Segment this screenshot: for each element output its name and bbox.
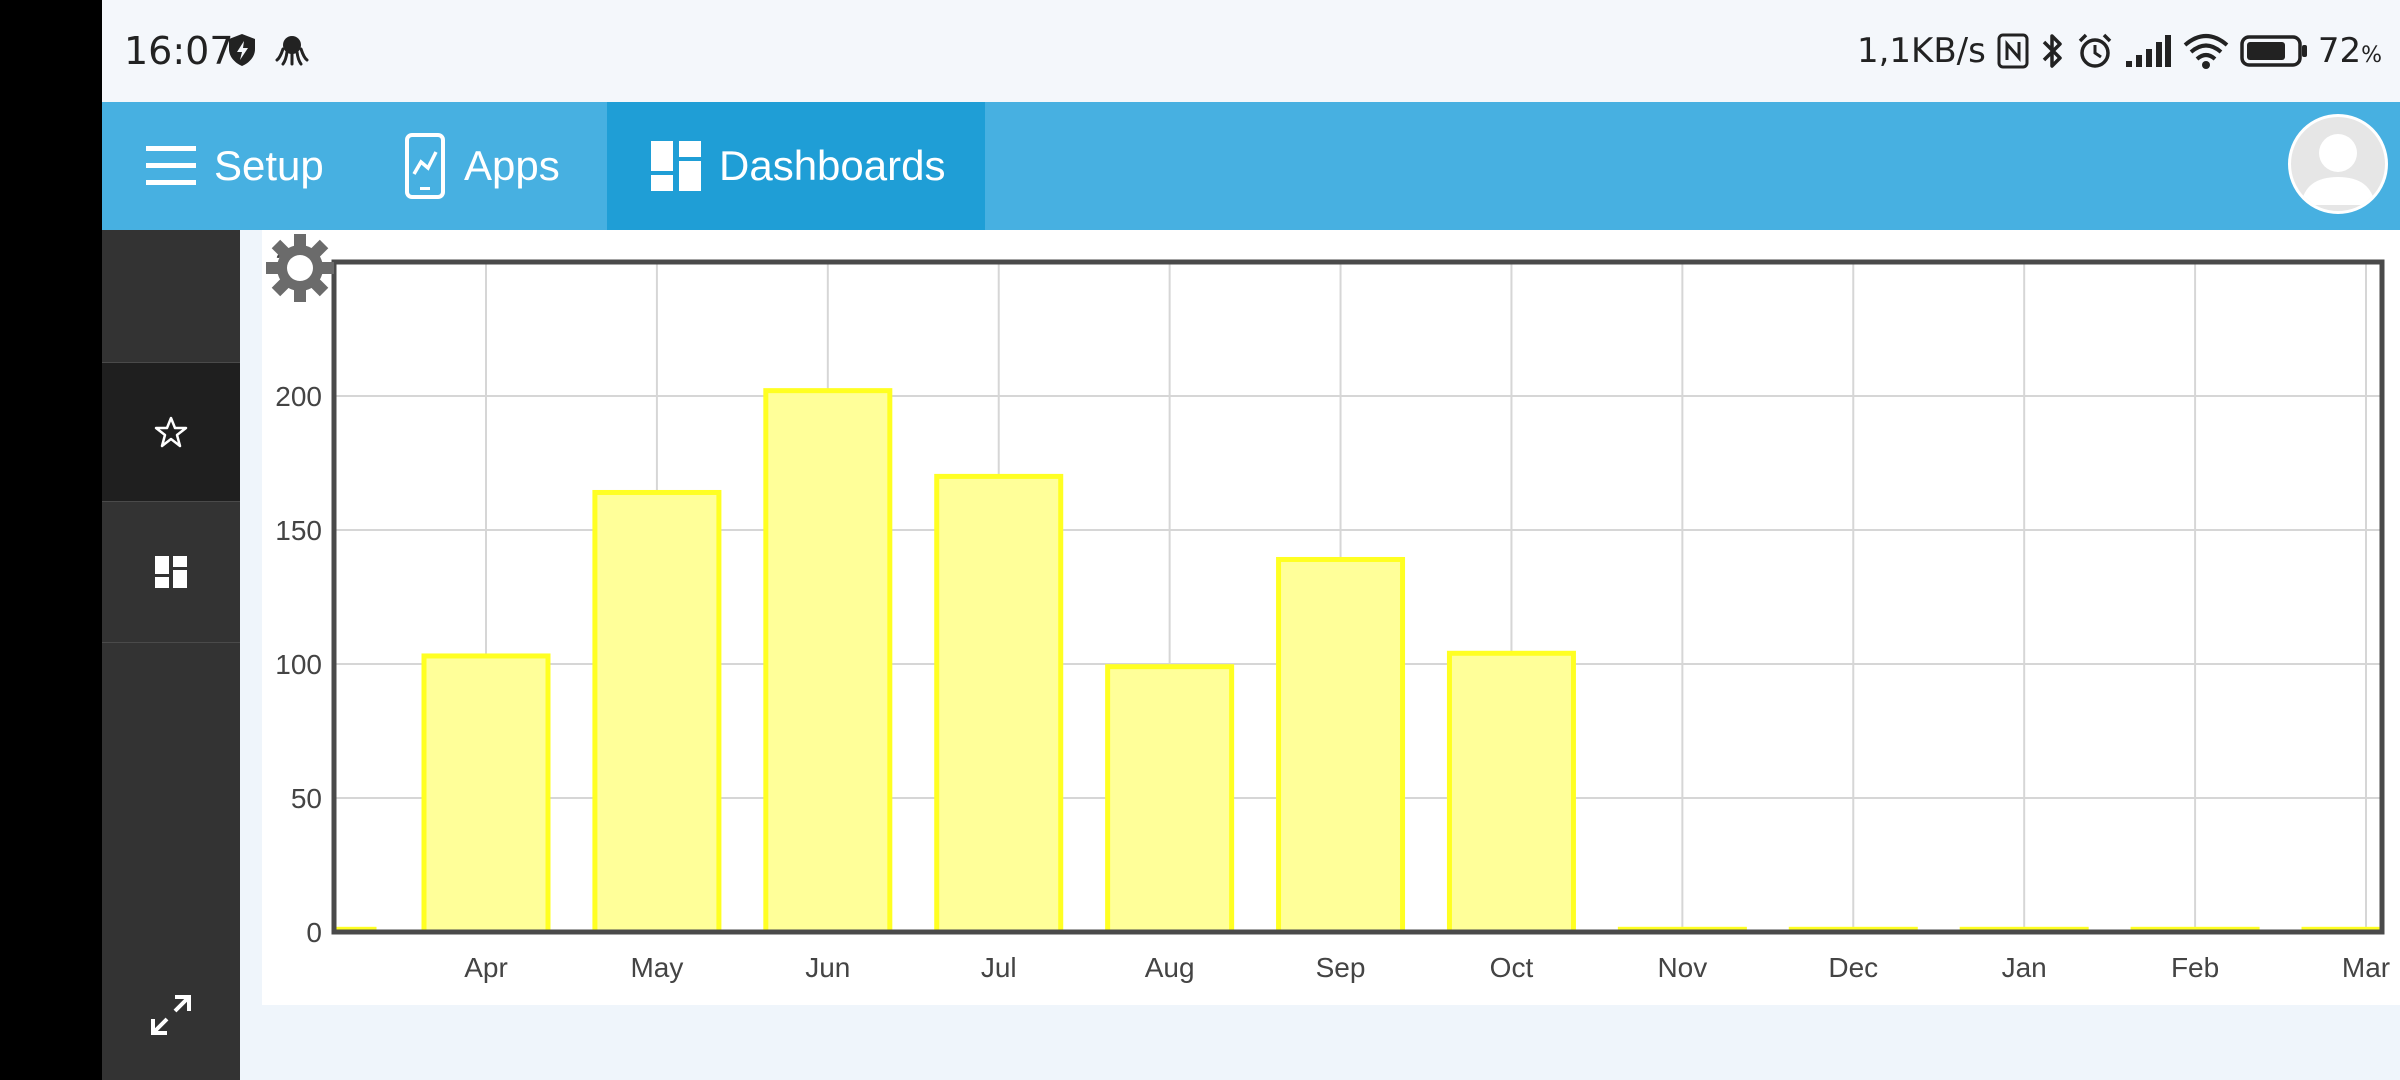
sidebar-item-dashboards[interactable]: [102, 502, 240, 643]
battery-percent: 72%: [2318, 31, 2382, 71]
battery-percent-value: 72: [2317, 31, 2362, 71]
dashboard-small-icon: [155, 556, 187, 588]
y-tick-label: 0: [306, 917, 322, 948]
bar: [763, 388, 893, 935]
x-tick-label: Feb: [2171, 952, 2219, 983]
sidebar-item-blank[interactable]: [102, 230, 240, 363]
nav-apps[interactable]: Apps: [404, 102, 560, 230]
bar: [1446, 650, 1576, 935]
bar: [592, 489, 722, 935]
user-avatar[interactable]: [2288, 114, 2388, 214]
nfc-icon: [1997, 33, 2029, 69]
x-tick-label: Apr: [464, 952, 508, 983]
nav-setup[interactable]: Setup: [146, 102, 324, 230]
expand-icon: [151, 995, 191, 1035]
x-tick-label: Sep: [1316, 952, 1366, 983]
battery-icon: [2240, 35, 2307, 67]
bar: [1105, 664, 1235, 935]
nav-setup-label: Setup: [214, 142, 324, 189]
sidebar-expand[interactable]: [102, 975, 240, 1055]
bluetooth-icon: [2042, 34, 2062, 68]
y-tick-label: 150: [275, 515, 322, 546]
bar: [1276, 556, 1406, 935]
user-icon: [2301, 134, 2375, 205]
y-tick-label: 200: [275, 381, 322, 412]
bar: [934, 473, 1064, 935]
chart-panel: 050100150200250AprMayJunJulAugSepOctNovD…: [262, 230, 2400, 1005]
x-tick-label: Jul: [981, 952, 1017, 983]
app-screen: 16:07 1,1KB/s: [102, 0, 2400, 1080]
phone-chart-icon: [405, 133, 445, 199]
top-navigation: Setup Apps Dashboards: [102, 102, 2400, 230]
y-tick-label: 100: [275, 649, 322, 680]
plot-frame: [331, 259, 2385, 935]
gear-icon[interactable]: [262, 230, 338, 306]
x-tick-label: Oct: [1490, 952, 1534, 983]
x-tick-label: Dec: [1828, 952, 1878, 983]
battery-percent-unit: %: [2361, 43, 2382, 68]
dashboard-icon: [651, 141, 701, 191]
sidebar: [102, 230, 240, 1080]
x-tick-label: Jan: [2002, 952, 2047, 983]
nav-apps-label: Apps: [464, 142, 560, 189]
alarm-icon: [2078, 33, 2112, 68]
octopus-icon: [275, 36, 309, 66]
status-time: 16:07: [124, 29, 234, 73]
nav-dashboards-label: Dashboards: [719, 142, 946, 189]
network-speed: 1,1KB/s: [1856, 31, 1986, 71]
x-tick-label: May: [630, 952, 683, 983]
wifi-icon: [2183, 34, 2229, 69]
status-bar: 16:07 1,1KB/s: [102, 0, 2400, 102]
x-tick-label: Aug: [1145, 952, 1195, 983]
x-tick-label: Mar: [2342, 952, 2390, 983]
bar: [421, 653, 551, 935]
shield-bolt-icon: [229, 34, 255, 66]
nav-dashboards[interactable]: Dashboards: [607, 102, 985, 230]
x-tick-label: Jun: [805, 952, 850, 983]
status-indicators: 1,1KB/s: [1857, 28, 2382, 74]
bar-chart: 050100150200250AprMayJunJulAugSepOctNovD…: [275, 247, 2390, 983]
y-tick-label: 50: [291, 783, 322, 814]
menu-icon: [146, 146, 196, 185]
signal-icon: [2125, 35, 2171, 67]
star-icon: [154, 416, 188, 448]
sidebar-item-favorites[interactable]: [102, 363, 240, 502]
x-tick-label: Nov: [1657, 952, 1707, 983]
